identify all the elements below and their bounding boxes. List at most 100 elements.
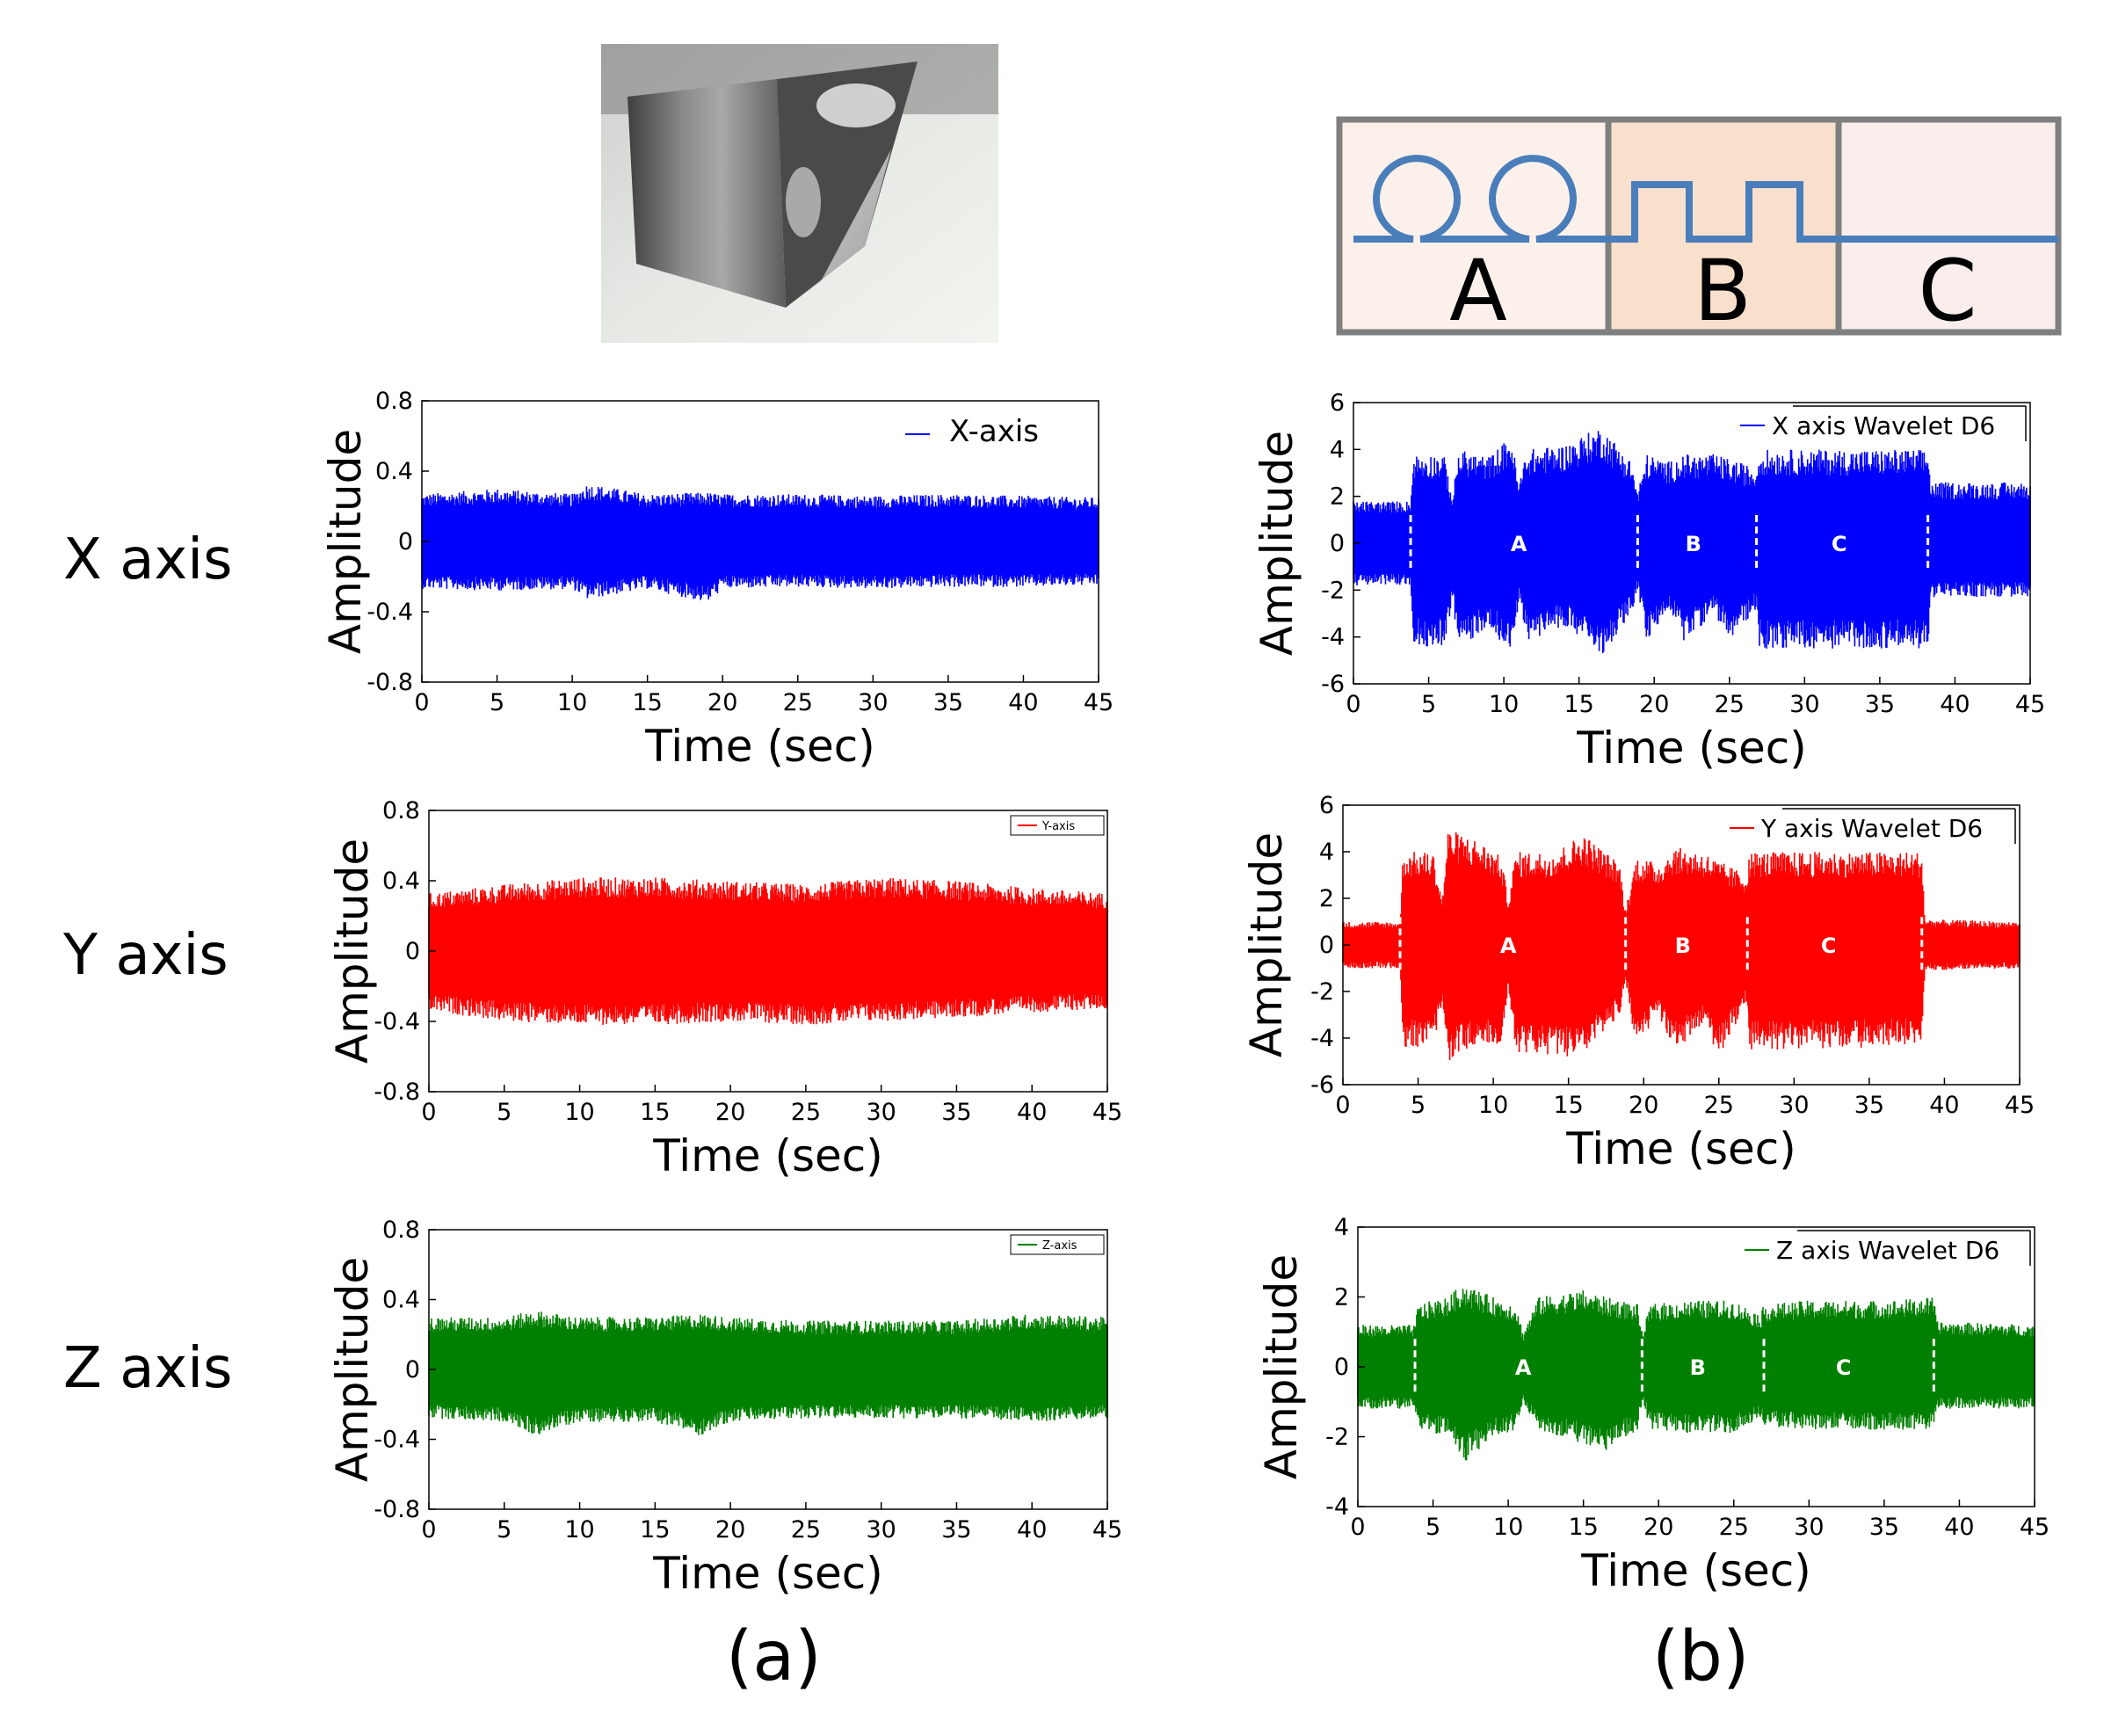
- x-tick-label: 5: [497, 1516, 511, 1544]
- x-tick-label: 15: [1568, 1514, 1598, 1541]
- y-tick-label: 0: [405, 938, 420, 965]
- x-tick-label: 35: [941, 1516, 971, 1544]
- legend-label: X-axis: [949, 414, 1039, 449]
- x-tick-label: 0: [421, 1099, 436, 1126]
- row-label-z: Z axis: [63, 1336, 233, 1401]
- tool-path-line: [1353, 155, 2058, 243]
- signal-trace: [421, 486, 1099, 600]
- x-tick-label: 10: [564, 1099, 594, 1126]
- y-tick-label: 2: [1334, 1284, 1349, 1311]
- y-tick-label: 6: [1319, 792, 1334, 819]
- x-tick-label: 25: [791, 1516, 821, 1544]
- segment-label-b: B: [1690, 1355, 1706, 1380]
- segment-b-label: B: [1694, 242, 1752, 336]
- y-tick-label: -6: [1310, 1071, 1334, 1099]
- segment-label-a: A: [1515, 1355, 1532, 1380]
- x-axis-label: Time (sec): [652, 1548, 883, 1599]
- y-tick-label: 2: [1319, 885, 1334, 912]
- legend-label: Z axis Wavelet D6: [1776, 1236, 1999, 1265]
- signal-trace: [1342, 832, 2021, 1061]
- x-tick-label: 20: [1643, 1514, 1673, 1541]
- x-tick-label: 10: [557, 689, 587, 716]
- x-tick-label: 40: [1929, 1092, 1959, 1119]
- x-axis-label: Time (sec): [1576, 723, 1807, 774]
- x-tick-label: 30: [858, 689, 888, 716]
- x-tick-label: 25: [791, 1099, 821, 1126]
- y-tick-label: -0.4: [374, 1008, 420, 1035]
- x-tick-label: 0: [414, 689, 429, 716]
- x-tick-label: 15: [640, 1516, 670, 1544]
- y-tick-label: -0.4: [374, 1427, 420, 1454]
- x-tick-label: 35: [941, 1099, 971, 1126]
- row-label-y: Y axis: [63, 923, 229, 988]
- signal-core: [429, 1327, 1107, 1416]
- y-tick-label: 0: [1319, 932, 1334, 959]
- x-tick-label: 25: [1715, 691, 1745, 718]
- segment-label-b: B: [1686, 532, 1701, 556]
- tool-tip-image: [601, 44, 998, 343]
- legend: X-axis: [905, 414, 1039, 449]
- x-tick-label: 40: [1944, 1514, 1974, 1541]
- y-tick-label: -0.8: [366, 669, 413, 696]
- x-tick-label: 40: [1940, 691, 1970, 718]
- x-tick-label: 15: [1563, 691, 1593, 718]
- chart-raw-y: 0 5 10 15 20 25 30 35 40 45 0.8 0.4 0 -0.4 -0.8 Time (s…: [327, 797, 1122, 1181]
- x-tick-label: 30: [1789, 691, 1819, 718]
- x-tick-label: 0: [421, 1516, 436, 1544]
- y-tick-label: -2: [1325, 1424, 1349, 1451]
- x-tick-label: 20: [1639, 691, 1669, 718]
- x-tick-label: 40: [1017, 1516, 1047, 1544]
- y-tick-label: -0.8: [374, 1496, 420, 1523]
- x-tick-label: 20: [707, 689, 737, 716]
- x-tick-label: 5: [1426, 1514, 1440, 1541]
- x-tick-label: 40: [1008, 689, 1038, 716]
- x-tick-label: 10: [564, 1516, 594, 1544]
- x-tick-label: 0: [1346, 691, 1360, 718]
- legend-label: Y axis Wavelet D6: [1760, 814, 1983, 843]
- legend: Z-axis: [1010, 1234, 1105, 1255]
- y-tick-label: -6: [1321, 671, 1345, 698]
- y-tick-label: 0.4: [375, 458, 413, 485]
- x-tick-label: 45: [1084, 689, 1114, 716]
- x-tick-label: 25: [1704, 1092, 1734, 1119]
- segment-a-label: A: [1449, 242, 1507, 336]
- x-tick-label: 0: [1350, 1514, 1365, 1541]
- y-tick-label: -2: [1321, 577, 1345, 604]
- signal-trace: [1353, 431, 2031, 654]
- x-tick-label: 5: [490, 689, 504, 716]
- x-tick-label: 45: [2005, 1092, 2035, 1119]
- legend-label: Y-axis: [1041, 820, 1075, 833]
- y-tick-label: -0.8: [374, 1079, 420, 1106]
- legend: X axis Wavelet D6: [1740, 405, 2027, 441]
- segment-label-a: A: [1500, 933, 1517, 958]
- y-tick-label: 0.8: [382, 797, 420, 824]
- path-diagram: A B C: [1336, 116, 2062, 336]
- x-tick-label: 30: [866, 1516, 896, 1544]
- y-tick-label: 2: [1330, 483, 1345, 511]
- segment-label-a: A: [1511, 532, 1527, 556]
- signal-trace: [428, 1311, 1108, 1435]
- y-tick-label: 0: [1330, 530, 1345, 557]
- x-axis-label: Time (sec): [644, 721, 875, 772]
- y-tick-label: 4: [1319, 839, 1334, 866]
- x-tick-label: 15: [632, 689, 662, 716]
- x-tick-label: 45: [1092, 1099, 1122, 1126]
- y-axis-label: Amplitude: [327, 839, 378, 1064]
- y-tick-label: 0: [1334, 1354, 1349, 1381]
- legend-box: [1010, 1234, 1105, 1255]
- x-tick-label: 25: [1719, 1514, 1749, 1541]
- x-tick-label: 35: [1865, 691, 1895, 718]
- signal-core: [422, 500, 1099, 585]
- y-tick-label: 6: [1330, 389, 1345, 417]
- y-tick-label: 4: [1334, 1214, 1349, 1241]
- y-axis-label: Amplitude: [1256, 1254, 1307, 1479]
- segment-label-c: C: [1836, 1355, 1852, 1380]
- x-tick-label: 0: [1335, 1092, 1350, 1119]
- x-tick-label: 20: [715, 1099, 745, 1126]
- y-axis-label: Amplitude: [327, 1257, 378, 1482]
- x-tick-label: 20: [1629, 1092, 1658, 1119]
- segment-c-region: [1839, 120, 2058, 332]
- segment-label-c: C: [1821, 933, 1837, 958]
- x-tick-label: 35: [933, 689, 963, 716]
